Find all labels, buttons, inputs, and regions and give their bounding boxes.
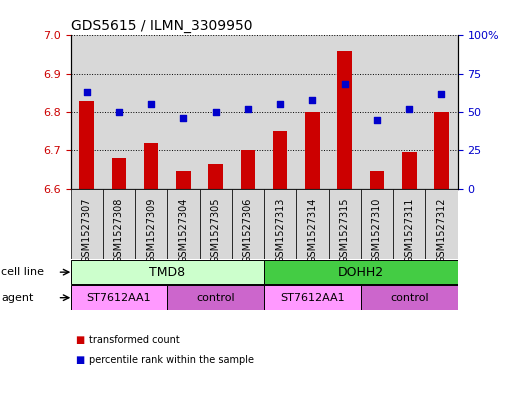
Bar xyxy=(297,35,328,189)
Bar xyxy=(337,51,352,189)
Text: DOHH2: DOHH2 xyxy=(338,266,384,279)
Bar xyxy=(393,35,425,189)
Bar xyxy=(209,164,223,189)
Point xyxy=(115,109,123,115)
Bar xyxy=(264,189,297,259)
Text: GSM1527315: GSM1527315 xyxy=(340,197,350,263)
Bar xyxy=(79,101,94,189)
Text: control: control xyxy=(197,293,235,303)
Text: GSM1527307: GSM1527307 xyxy=(82,197,92,263)
Bar xyxy=(393,189,425,259)
Bar xyxy=(200,35,232,189)
Bar xyxy=(361,285,458,310)
Bar xyxy=(144,143,158,189)
Text: GSM1527304: GSM1527304 xyxy=(178,197,188,263)
Point xyxy=(276,101,285,107)
Text: control: control xyxy=(390,293,428,303)
Text: agent: agent xyxy=(1,293,33,303)
Text: GSM1527311: GSM1527311 xyxy=(404,197,414,263)
Text: ST7612AA1: ST7612AA1 xyxy=(280,293,345,303)
Bar xyxy=(112,158,126,189)
Bar xyxy=(273,131,288,189)
Bar xyxy=(264,260,458,285)
Bar xyxy=(135,189,167,259)
Point xyxy=(437,90,446,97)
Bar xyxy=(264,35,297,189)
Text: TMD8: TMD8 xyxy=(149,266,186,279)
Point xyxy=(309,97,317,103)
Text: GSM1527312: GSM1527312 xyxy=(437,197,447,263)
Bar xyxy=(167,35,200,189)
Bar xyxy=(103,35,135,189)
Bar xyxy=(200,189,232,259)
Bar xyxy=(361,35,393,189)
Text: GSM1527314: GSM1527314 xyxy=(308,197,317,263)
Text: percentile rank within the sample: percentile rank within the sample xyxy=(89,354,254,365)
Bar xyxy=(167,189,200,259)
Bar xyxy=(176,171,191,189)
Text: GSM1527305: GSM1527305 xyxy=(211,197,221,263)
Text: ST7612AA1: ST7612AA1 xyxy=(87,293,151,303)
Text: GSM1527308: GSM1527308 xyxy=(114,197,124,263)
Point xyxy=(373,117,381,123)
Text: ■: ■ xyxy=(76,354,88,365)
Text: GDS5615 / ILMN_3309950: GDS5615 / ILMN_3309950 xyxy=(71,19,252,33)
Bar xyxy=(361,189,393,259)
Text: GSM1527310: GSM1527310 xyxy=(372,197,382,263)
Text: cell line: cell line xyxy=(1,267,44,277)
Bar xyxy=(297,189,328,259)
Bar xyxy=(232,35,264,189)
Point xyxy=(211,109,220,115)
Bar xyxy=(402,152,416,189)
Text: GSM1527313: GSM1527313 xyxy=(275,197,285,263)
Bar xyxy=(241,151,255,189)
Bar xyxy=(71,260,264,285)
Bar xyxy=(370,171,384,189)
Bar xyxy=(425,189,458,259)
Bar xyxy=(71,35,103,189)
Point xyxy=(179,115,188,121)
Text: ■: ■ xyxy=(76,335,88,345)
Bar xyxy=(264,285,361,310)
Point xyxy=(147,101,155,107)
Bar xyxy=(135,35,167,189)
Text: GSM1527306: GSM1527306 xyxy=(243,197,253,263)
Bar xyxy=(71,285,167,310)
Bar xyxy=(434,112,449,189)
Bar xyxy=(425,35,458,189)
Bar xyxy=(328,189,361,259)
Point xyxy=(340,81,349,88)
Bar xyxy=(103,189,135,259)
Bar xyxy=(167,285,264,310)
Bar xyxy=(232,189,264,259)
Point xyxy=(244,106,252,112)
Point xyxy=(405,106,413,112)
Point xyxy=(83,89,91,95)
Text: transformed count: transformed count xyxy=(89,335,180,345)
Bar xyxy=(305,112,320,189)
Bar xyxy=(328,35,361,189)
Text: GSM1527309: GSM1527309 xyxy=(146,197,156,263)
Bar xyxy=(71,189,103,259)
